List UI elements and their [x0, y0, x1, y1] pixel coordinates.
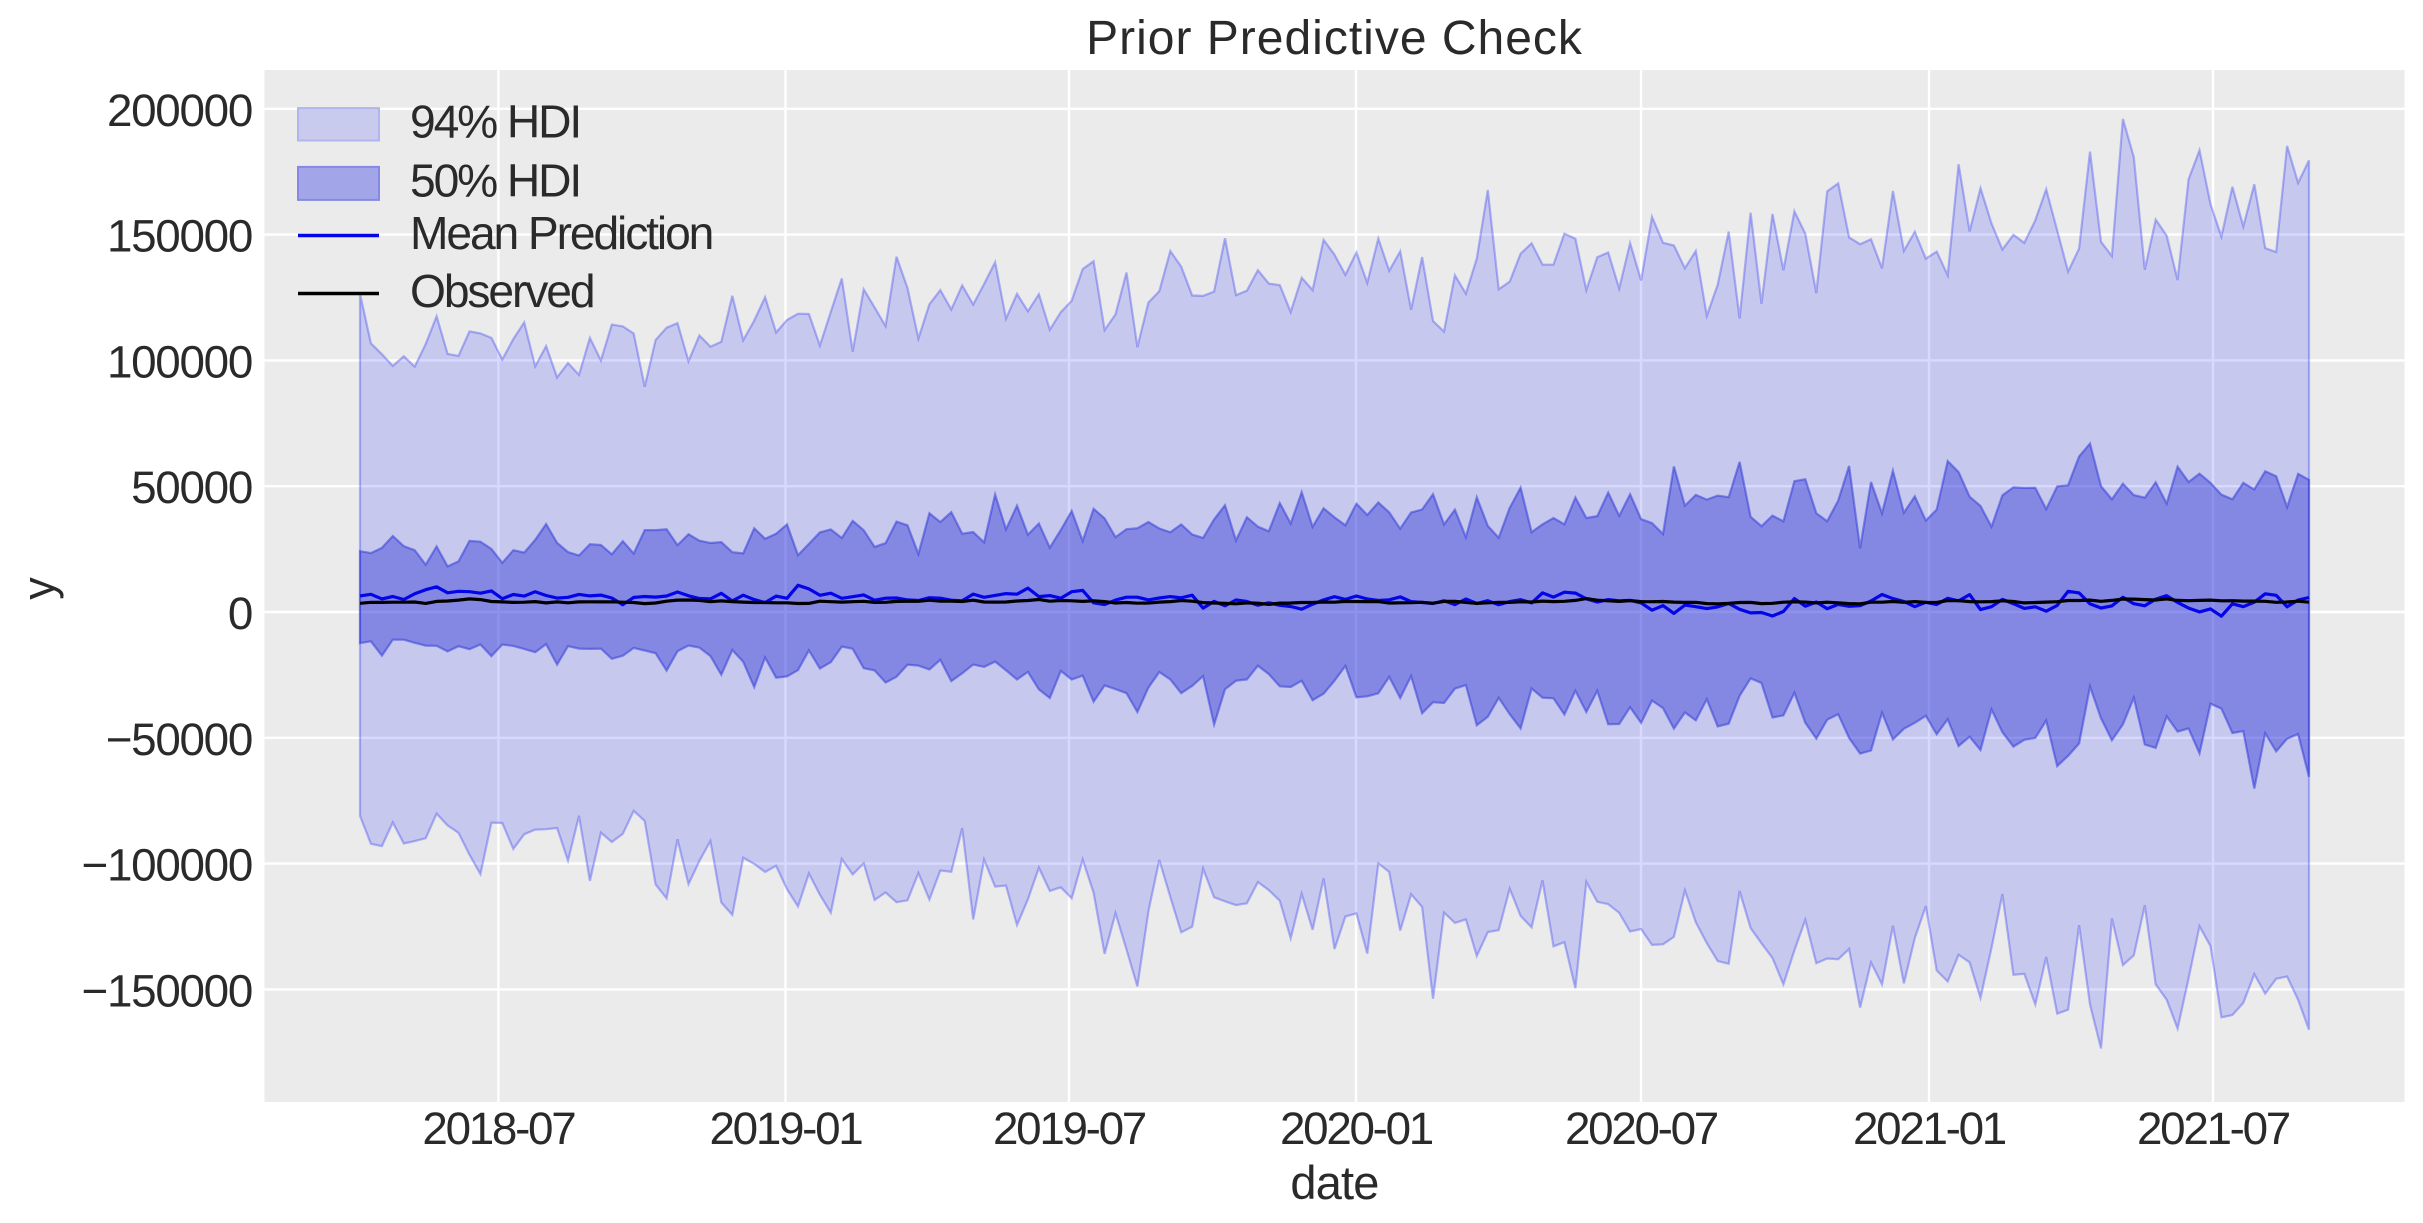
svg-text:Observed: Observed [410, 265, 593, 317]
svg-text:−50000: −50000 [106, 714, 252, 765]
svg-text:Prior Predictive Check: Prior Predictive Check [1086, 12, 1583, 65]
svg-text:2021-01: 2021-01 [1853, 1103, 2006, 1154]
svg-text:94% HDI: 94% HDI [410, 96, 580, 148]
svg-text:y: y [13, 577, 64, 600]
svg-text:150000: 150000 [107, 211, 252, 262]
svg-text:50% HDI: 50% HDI [410, 155, 580, 207]
svg-text:2019-01: 2019-01 [710, 1103, 863, 1154]
svg-text:2018-07: 2018-07 [422, 1103, 575, 1154]
svg-text:−150000: −150000 [82, 965, 252, 1016]
svg-text:2020-07: 2020-07 [1565, 1103, 1718, 1154]
svg-text:50000: 50000 [131, 462, 252, 513]
svg-text:2019-07: 2019-07 [993, 1103, 1146, 1154]
svg-text:2020-01: 2020-01 [1280, 1103, 1433, 1154]
svg-text:0: 0 [228, 588, 252, 639]
svg-text:date: date [1290, 1156, 1378, 1209]
svg-text:100000: 100000 [107, 336, 252, 387]
svg-text:200000: 200000 [107, 85, 252, 136]
svg-text:Mean Prediction: Mean Prediction [410, 207, 712, 259]
svg-text:2021-07: 2021-07 [2137, 1103, 2290, 1154]
svg-text:−100000: −100000 [82, 840, 252, 891]
